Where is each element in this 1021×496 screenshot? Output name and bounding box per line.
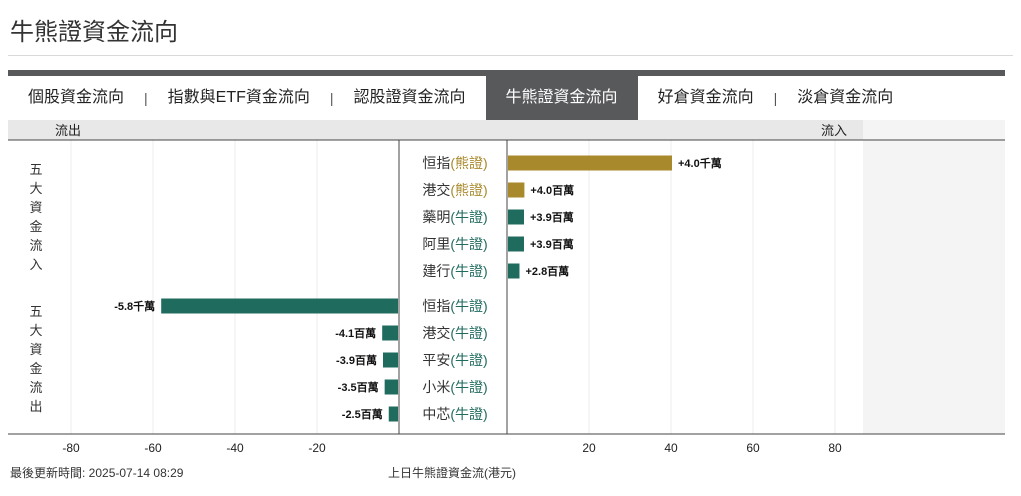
tab-bar: 個股資金流向 | 指數與ETF資金流向 | 認股證資金流向 牛熊證資金流向 好倉… (8, 76, 1005, 120)
chart-footnote: 上日牛熊證資金流(港元) (388, 466, 516, 480)
x-tick-label: -20 (308, 441, 326, 455)
flow-header-strip-right (863, 120, 1005, 140)
title-divider (8, 55, 1013, 56)
x-tick-label: -60 (144, 441, 162, 455)
outflow-category-label: 中芯(牛證) (422, 406, 487, 422)
outflow-bar (382, 325, 398, 341)
last-updated-label: 最後更新時間: (10, 466, 89, 480)
x-tick-label: 40 (664, 441, 678, 455)
inflow-bar (508, 182, 525, 198)
group-label-outflow: 金 (29, 361, 42, 376)
inflow-category-label: 阿里(牛證) (422, 236, 487, 252)
cbbc-flow-chart: 流出 流入 -80 -60 -40 -20 20 40 60 80 五大資金流入五大資金流出恒指(熊… (8, 120, 1005, 460)
x-tick-label: 20 (582, 441, 596, 455)
outflow-bar (384, 379, 398, 395)
group-label-inflow: 資 (29, 200, 42, 215)
x-tick-label: -40 (226, 441, 244, 455)
outflow-header-label: 流出 (55, 123, 81, 138)
tab-stock-flow[interactable]: 個股資金流向 (28, 89, 125, 106)
outflow-value-label: -2.5百萬 (342, 407, 383, 421)
x-tick-label: 80 (828, 441, 842, 455)
outflow-value-label: -3.9百萬 (336, 353, 377, 367)
group-label-inflow: 入 (29, 257, 42, 272)
inflow-header-label: 流入 (821, 123, 847, 138)
inflow-bar (508, 236, 524, 252)
inflow-value-label: +2.8百萬 (525, 264, 569, 278)
flow-header-strip (8, 120, 863, 140)
inflow-bar (508, 263, 520, 279)
tab-separator: | (329, 90, 334, 106)
inflow-value-label: +4.0千萬 (678, 156, 722, 170)
group-label-inflow: 流 (29, 238, 42, 253)
outflow-category-label: 平安(牛證) (422, 352, 487, 368)
inflow-value-label: +3.9百萬 (530, 237, 574, 251)
tab-short-flow[interactable]: 淡倉資金流向 (797, 89, 894, 106)
group-label-outflow: 大 (29, 323, 42, 338)
inflow-bar (508, 155, 672, 171)
outflow-bar (161, 298, 398, 314)
tab-warrant-flow[interactable]: 認股證資金流向 (353, 89, 466, 106)
inflow-value-label: +3.9百萬 (530, 210, 574, 224)
outflow-value-label: -5.8千萬 (114, 299, 155, 313)
group-label-outflow: 資 (29, 342, 42, 357)
chart-svg: 流出 流入-80 -60 -40 -20 20 40 60 80五大資金流入五大資金流出恒指(熊… (8, 120, 1005, 455)
outflow-category-label: 港交(牛證) (422, 325, 487, 341)
tabs-top-border (8, 70, 1005, 76)
last-updated-value: 2025-07-14 08:29 (88, 466, 184, 480)
group-label-outflow: 出 (29, 399, 42, 414)
inflow-category-label: 恒指(熊證) (422, 155, 487, 171)
group-label-inflow: 五 (29, 162, 42, 177)
page-title: 牛熊證資金流向 (10, 19, 178, 46)
group-label-outflow: 五 (29, 304, 42, 319)
group-label-outflow: 流 (29, 380, 42, 395)
outflow-category-label: 恒指(牛證) (422, 298, 487, 314)
x-tick-label: 60 (746, 441, 760, 455)
tab-index-etf-flow[interactable]: 指數與ETF資金流向 (167, 89, 310, 106)
tab-long-flow[interactable]: 好倉資金流向 (657, 89, 754, 106)
inflow-category-label: 港交(熊證) (422, 182, 487, 198)
tab-cbbc-flow[interactable]: 牛熊證資金流向 (485, 76, 638, 120)
plot-right-margin (863, 140, 1005, 434)
tab-separator: | (773, 90, 778, 106)
tab-separator: | (144, 90, 148, 106)
inflow-bar (508, 209, 524, 225)
x-tick-label: -80 (62, 441, 80, 455)
outflow-category-label: 小米(牛證) (422, 379, 487, 395)
group-label-inflow: 大 (29, 181, 42, 196)
inflow-category-label: 藥明(牛證) (422, 209, 487, 225)
outflow-value-label: -4.1百萬 (335, 326, 376, 340)
outflow-value-label: -3.5百萬 (338, 380, 379, 394)
outflow-bar (388, 406, 398, 422)
group-label-inflow: 金 (29, 219, 42, 234)
inflow-value-label: +4.0百萬 (530, 183, 574, 197)
inflow-category-label: 建行(牛證) (422, 263, 487, 279)
last-updated: 最後更新時間: 2025-07-14 08:29 (10, 464, 183, 481)
outflow-bar (383, 352, 398, 368)
